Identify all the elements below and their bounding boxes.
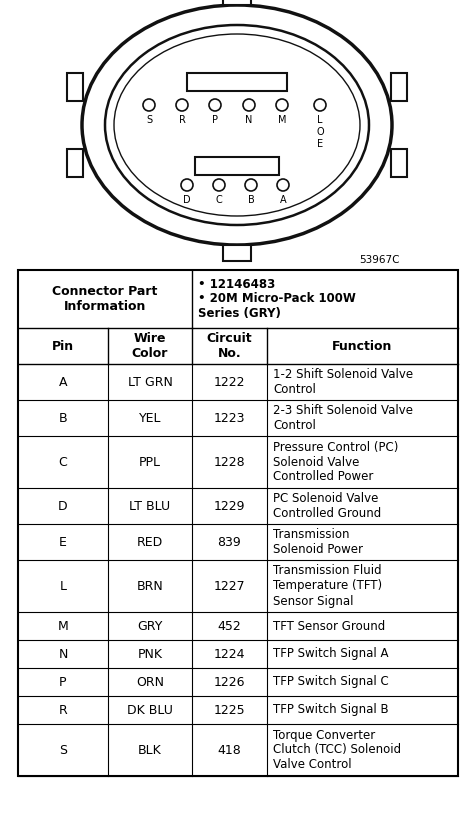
Text: LT GRN: LT GRN [128, 375, 173, 389]
Text: E: E [59, 536, 67, 548]
Text: ORN: ORN [136, 676, 164, 689]
Text: YEL: YEL [139, 412, 161, 424]
Text: LT BLU: LT BLU [129, 500, 171, 513]
Text: GRY: GRY [137, 619, 163, 633]
Text: PNK: PNK [137, 648, 163, 661]
Text: Pressure Control (PC)
Solenoid Valve
Controlled Power: Pressure Control (PC) Solenoid Valve Con… [273, 441, 398, 484]
Text: 1229: 1229 [214, 500, 245, 513]
Text: N: N [246, 115, 253, 125]
Text: Torque Converter
Clutch (TCC) Solenoid
Valve Control: Torque Converter Clutch (TCC) Solenoid V… [273, 729, 401, 772]
Text: C: C [216, 195, 222, 205]
Bar [223, 0, 251, 5]
Text: BRN: BRN [137, 580, 164, 592]
Text: M: M [278, 115, 286, 125]
Text: TFP Switch Signal C: TFP Switch Signal C [273, 676, 389, 689]
Text: Transmission Fluid
Temperature (TFT)
Sensor Signal: Transmission Fluid Temperature (TFT) Sen… [273, 565, 382, 608]
Bar [67, 149, 83, 177]
Bar [223, 245, 251, 261]
Text: 1223: 1223 [214, 412, 245, 424]
Text: L: L [60, 580, 66, 592]
Text: Pin: Pin [52, 340, 74, 352]
Text: B: B [247, 195, 255, 205]
Text: RED: RED [137, 536, 163, 548]
Text: BLK: BLK [138, 743, 162, 757]
Text: R: R [59, 704, 67, 716]
Text: S: S [59, 743, 67, 757]
Text: B: B [59, 412, 67, 424]
Text: • 12146483
• 20M Micro-Pack 100W
Series (GRY): • 12146483 • 20M Micro-Pack 100W Series … [198, 278, 356, 321]
Text: TFP Switch Signal B: TFP Switch Signal B [273, 704, 389, 716]
Bar [18, 270, 458, 776]
Text: Transmission
Solenoid Power: Transmission Solenoid Power [273, 528, 363, 556]
Text: Wire
Color: Wire Color [132, 332, 168, 360]
Text: O
E: O E [316, 127, 324, 149]
Bar [187, 73, 287, 91]
Text: 418: 418 [218, 743, 241, 757]
Text: A: A [59, 375, 67, 389]
Text: TFP Switch Signal A: TFP Switch Signal A [273, 648, 389, 661]
Bar [67, 73, 83, 101]
Text: 1228: 1228 [214, 456, 246, 469]
Text: 1222: 1222 [214, 375, 245, 389]
Text: PC Solenoid Valve
Controlled Ground: PC Solenoid Valve Controlled Ground [273, 492, 381, 520]
Text: M: M [58, 619, 68, 633]
Bar [391, 73, 407, 101]
Text: A: A [280, 195, 286, 205]
Text: 839: 839 [218, 536, 241, 548]
Text: 53967C: 53967C [359, 255, 400, 265]
Text: D: D [58, 500, 68, 513]
Text: D: D [183, 195, 191, 205]
Bar [195, 157, 279, 175]
Text: DK BLU: DK BLU [127, 704, 173, 716]
Text: L: L [317, 115, 323, 125]
Text: Function: Function [332, 340, 392, 352]
Text: N: N [58, 648, 68, 661]
Text: TFT Sensor Ground: TFT Sensor Ground [273, 619, 385, 633]
Text: 452: 452 [218, 619, 241, 633]
Text: Circuit
No.: Circuit No. [207, 332, 252, 360]
Text: 2-3 Shift Solenoid Valve
Control: 2-3 Shift Solenoid Valve Control [273, 404, 413, 432]
Text: Connector Part
Information: Connector Part Information [52, 285, 158, 313]
Text: 1225: 1225 [214, 704, 246, 716]
Text: 1224: 1224 [214, 648, 245, 661]
Text: C: C [59, 456, 67, 469]
Ellipse shape [114, 34, 360, 216]
Text: P: P [212, 115, 218, 125]
Text: S: S [146, 115, 152, 125]
Text: R: R [179, 115, 185, 125]
Text: 1227: 1227 [214, 580, 246, 592]
Text: 1-2 Shift Solenoid Valve
Control: 1-2 Shift Solenoid Valve Control [273, 368, 413, 396]
Bar [391, 149, 407, 177]
Text: PPL: PPL [139, 456, 161, 469]
Text: 1226: 1226 [214, 676, 245, 689]
Text: P: P [59, 676, 67, 689]
